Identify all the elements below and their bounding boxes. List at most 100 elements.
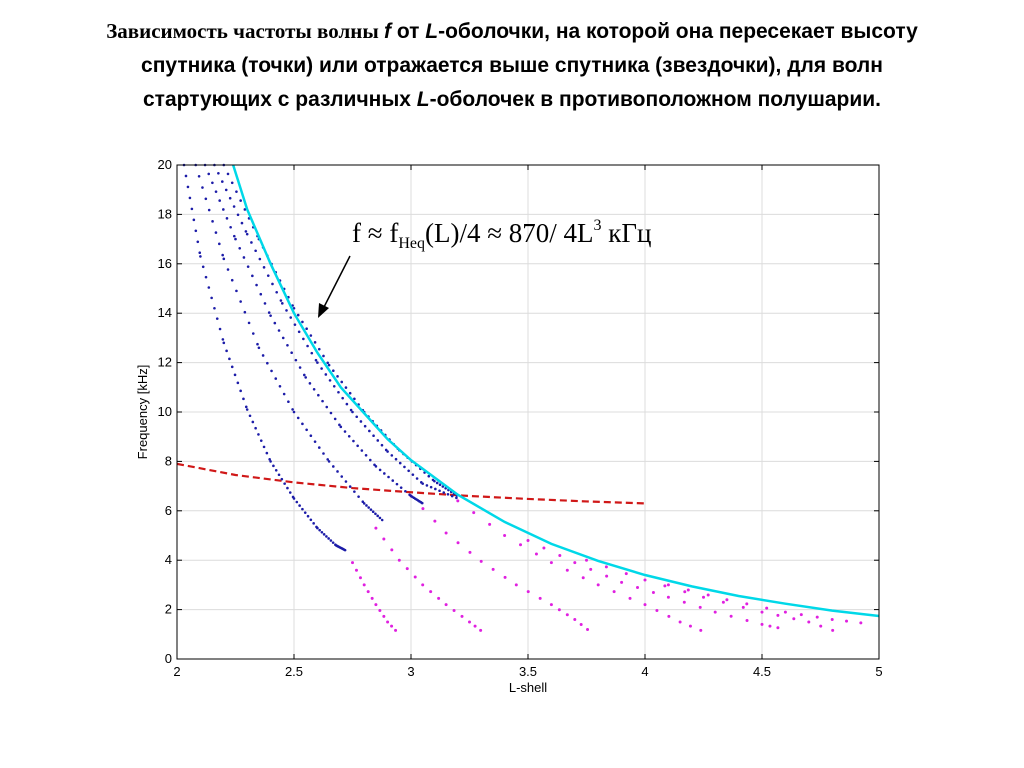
blue-dot [278,385,282,388]
blue-dot [296,313,300,317]
blue-dot [207,172,211,176]
blue-dot [243,310,247,314]
blue-dot [368,429,371,433]
magenta-star [491,567,495,571]
blue-dot [211,181,214,185]
blue-dot [336,375,339,378]
magenta-star [698,605,702,609]
magenta-star [472,511,476,515]
blue-dot [287,400,290,404]
blue-dot [344,386,348,389]
blue-dot [394,457,398,461]
title-part: f [384,20,391,43]
blue-dot [312,522,315,525]
magenta-star [538,596,542,600]
blue-dot [261,354,265,357]
formula-value: 870/ 4L [502,218,594,248]
blue-dot [372,434,375,438]
blue-dot [383,472,386,475]
blue-dot [332,385,336,388]
magenta-star [745,602,749,606]
blue-dot [250,241,253,244]
blue-dot [441,485,445,488]
blue-dot [294,358,298,362]
magenta-star [526,538,530,542]
blue-dot [280,477,284,481]
blue-dot [301,320,304,324]
chart-series [176,163,880,632]
blue-dot [438,483,442,487]
blue-dot [194,229,198,233]
blue-dot [303,511,307,514]
magenta-star [358,576,362,580]
blue-dot [438,489,441,493]
blue-dot [403,465,406,469]
blue-dot [218,199,221,202]
blue-dot [327,460,331,463]
title-line-1: Зависимость частоты волны f от L-оболочк… [0,14,1024,49]
blue-dot [204,197,208,201]
blue-dot [274,377,278,380]
blue-dot [348,391,352,395]
blue-dot [235,289,238,293]
blue-dot [239,300,242,303]
blue-dot [273,321,277,325]
blue-dot [192,218,196,222]
magenta-star [612,590,616,594]
blue-dot [207,286,211,289]
blue-dot [387,475,390,479]
blue-dot [239,389,242,393]
formula-exponent: 3 [593,217,602,234]
blue-dot [271,282,274,286]
magenta-star [579,623,583,627]
magenta-star [558,554,562,558]
blue-dot [304,376,308,379]
blue-dot [337,390,340,394]
blue-dot [322,452,325,455]
blue-dot [201,186,204,189]
blue-dot [386,450,389,453]
blue-dot [214,231,218,234]
blue-dot [262,445,266,449]
magenta-star [390,548,394,552]
magenta-star [831,628,835,632]
blue-dot [341,396,344,400]
blue-dot [254,426,257,430]
magenta-star [783,610,787,614]
blue-dot [308,382,312,385]
magenta-star [437,596,441,600]
blue-dot [371,510,375,513]
blue-dot [318,528,321,532]
blue-dot [226,172,230,176]
blue-dot [378,516,382,520]
axes: 2 2.5 3 3.5 4 4.5 502468101214161820L-shellFre… [135,157,883,695]
blue-dot [357,495,360,498]
y-tick-label: 20 [158,157,172,172]
magenta-star [651,591,655,595]
y-axis-label: Frequency [kHz] [135,365,150,460]
title-part: L [425,20,439,43]
magenta-star [549,603,553,607]
blue-dot [317,393,320,397]
magenta-star [526,590,530,594]
magenta-star [845,619,849,623]
blue-dot [243,208,247,211]
blue-dot [348,485,352,488]
arrow-shaft [322,255,351,310]
magenta-star [557,608,561,612]
blue-dot [256,342,259,346]
blue-dot [343,430,347,433]
magenta-star [374,603,378,607]
blue-dot [263,302,267,305]
x-tick-label: 4.5 [753,664,771,679]
blue-dot [395,482,399,486]
blue-dot [251,332,255,335]
blue-dot [244,230,248,233]
y-tick-label: 6 [165,503,172,518]
blue-dot [328,379,332,382]
magenta-star [444,531,448,535]
blue-dot [327,537,330,540]
blue-dot [184,174,188,178]
blue-dot [291,408,294,411]
blue-dot [222,341,226,345]
